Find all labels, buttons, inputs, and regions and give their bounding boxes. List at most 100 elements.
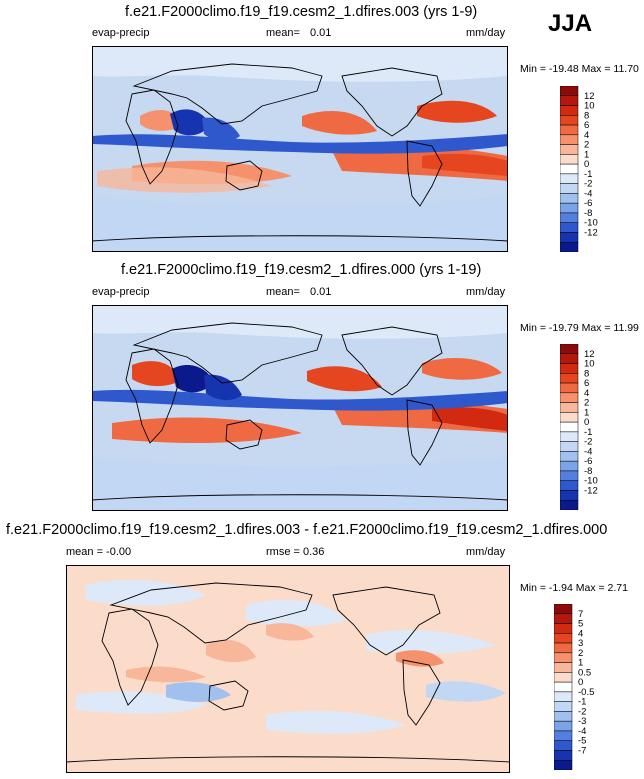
panel2-mean-label: mean= [266, 286, 300, 298]
panel2-variable: evap-precip [92, 286, 150, 298]
colorbar3-label-2: 4 [578, 628, 583, 639]
colorbar1-box-7 [560, 154, 579, 165]
colorbar3-box-0 [554, 604, 573, 615]
colorbar1-box-12 [560, 202, 579, 214]
colorbar2-label-8: -1 [584, 427, 592, 438]
colorbar1-label-5: 2 [584, 140, 589, 151]
colorbar3-box-1 [554, 613, 573, 624]
colorbar3-label-10: -2 [578, 706, 586, 717]
colorbar1-box-1 [560, 95, 579, 106]
colorbar3-label-14: -7 [578, 745, 586, 756]
colorbar3-box-16 [554, 759, 573, 770]
colorbar2-box-3 [560, 373, 579, 384]
colorbar3-label-6: 0.5 [578, 667, 591, 678]
colorbar3-box-10 [554, 701, 573, 712]
colorbar2-box-5 [560, 392, 579, 403]
colorbar3-box-6 [554, 662, 573, 673]
colorbar1-label-6: 1 [584, 149, 589, 160]
colorbar1-label-10: -4 [584, 188, 592, 199]
colorbar2-box-14 [560, 480, 579, 491]
colorbar2-box-13 [560, 470, 579, 481]
colorbar1-box-15 [560, 232, 579, 243]
colorbar1-label-3: 6 [584, 120, 589, 131]
colorbar3-label-0: 7 [578, 609, 583, 620]
panel3-map [66, 565, 510, 773]
colorbar2-box-0 [560, 344, 579, 355]
panel1-mean-value: 0.01 [310, 27, 332, 39]
colorbar1-label-12: -8 [584, 208, 592, 219]
colorbar1-label-2: 8 [584, 110, 589, 121]
panel3-mean: mean = -0.00 [66, 546, 132, 558]
colorbar2-label-11: -6 [584, 456, 592, 467]
colorbar2-label-5: 2 [584, 398, 589, 409]
colorbar3-label-4: 2 [578, 648, 583, 659]
colorbar1-box-9 [560, 173, 579, 184]
colorbar2-label-9: -2 [584, 437, 592, 448]
colorbar2-label-12: -8 [584, 466, 592, 477]
colorbar1-box-5 [560, 134, 579, 145]
panel1-units: mm/day [466, 27, 506, 39]
colorbar2-label-2: 8 [584, 368, 589, 379]
colorbar3-box-3 [554, 633, 573, 644]
colorbar3-box-14 [554, 740, 573, 751]
colorbar1-box-3 [560, 115, 579, 126]
colorbar2-box-6 [560, 402, 579, 413]
colorbar1-label-13: -10 [584, 218, 598, 229]
season-label: JJA [548, 10, 593, 37]
panel3-units: mm/day [466, 546, 506, 558]
colorbar2-label-14: -12 [584, 485, 598, 496]
panel1-map [92, 46, 508, 252]
panel3-title: f.e21.F2000climo.f19_f19.cesm2_1.dfires.… [6, 522, 608, 538]
colorbar3-box-12 [554, 720, 573, 732]
colorbar1-label-7: 0 [584, 159, 589, 170]
colorbar3-label-12: -4 [578, 726, 586, 737]
colorbar2-box-2 [560, 363, 579, 374]
colorbar2-box-11 [560, 451, 579, 462]
panel1-mean-label: mean= [266, 27, 300, 39]
colorbar1-box-6 [560, 144, 579, 155]
colorbar2-label-13: -10 [584, 476, 598, 487]
colorbar3-box-7 [554, 672, 573, 683]
colorbar1-box-11 [560, 193, 579, 204]
colorbar1-label-1: 10 [584, 101, 595, 112]
colorbar2-box-7 [560, 412, 579, 423]
panel1-minmax: Min = -19.48 Max = 11.70 [520, 63, 639, 75]
colorbar3-box-5 [554, 652, 573, 663]
colorbar2-box-1 [560, 353, 579, 364]
colorbar3-box-15 [554, 750, 573, 761]
colorbar3-label-8: -0.5 [578, 687, 594, 698]
colorbar2-label-6: 1 [584, 407, 589, 418]
colorbar1-box-0 [560, 86, 579, 97]
colorbar2-box-15 [560, 490, 579, 501]
colorbar3-label-7: 0 [578, 677, 583, 688]
colorbar2-label-10: -4 [584, 446, 592, 457]
colorbar1-label-14: -12 [584, 227, 598, 238]
colorbar2-label-0: 12 [584, 349, 595, 360]
panel2-map [92, 305, 508, 511]
colorbar1-box-2 [560, 105, 579, 116]
colorbar3-box-4 [554, 642, 573, 654]
panel1-title: f.e21.F2000climo.f19_f19.cesm2_1.dfires.… [125, 4, 478, 20]
colorbar2-label-1: 10 [584, 359, 595, 370]
colorbar1-box-13 [560, 212, 579, 223]
colorbar1-label-11: -6 [584, 198, 592, 209]
colorbar3-box-9 [554, 691, 573, 702]
colorbar3-label-5: 1 [578, 658, 583, 669]
panel3-rmse: rmse = 0.36 [266, 546, 325, 558]
colorbar1-box-14 [560, 222, 579, 233]
colorbar2-label-4: 4 [584, 388, 589, 399]
panel2-title: f.e21.F2000climo.f19_f19.cesm2_1.dfires.… [121, 262, 482, 278]
colorbar1-box-16 [560, 241, 579, 252]
panel2-minmax: Min = -19.79 Max = 11.99 [520, 322, 639, 334]
colorbar2-box-12 [560, 460, 579, 472]
colorbar3-label-9: -1 [578, 697, 586, 708]
colorbar3-box-11 [554, 711, 573, 722]
panel1-variable: evap-precip [92, 27, 150, 39]
colorbar1-label-4: 4 [584, 130, 589, 141]
colorbar2-box-4 [560, 382, 579, 394]
colorbar2-box-16 [560, 499, 579, 510]
panel2-mean-value: 0.01 [310, 286, 332, 298]
colorbar3-label-11: -3 [578, 716, 586, 727]
